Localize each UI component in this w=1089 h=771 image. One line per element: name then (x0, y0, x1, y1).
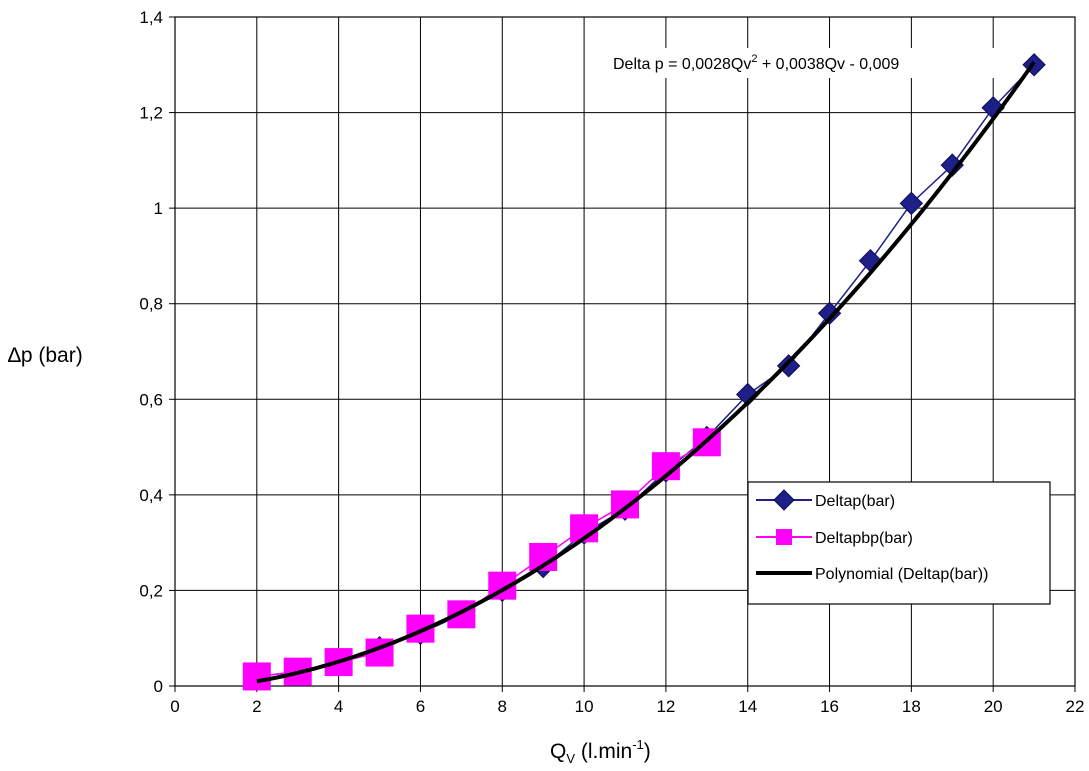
y-tick-label: 0,2 (139, 581, 163, 600)
x-tick-label: 8 (498, 697, 507, 716)
legend-marker-diamond (773, 489, 795, 511)
x-tick-label: 0 (170, 697, 179, 716)
y-axis-title: ∆p (bar) (8, 344, 83, 367)
data-point-deltap (899, 191, 924, 216)
grid (175, 17, 1075, 686)
equation-part2: + 0,0038Qv - 0,009 (757, 56, 899, 73)
series-deltapbp (242, 428, 721, 691)
data-point-deltapbp (242, 662, 271, 691)
x-axis-title-main: Q (550, 740, 566, 763)
x-axis-title-sub: V (566, 751, 575, 766)
legend-label-polynomial: Polynomial (Deltap(bar)) (815, 566, 988, 583)
legend-item-deltap: Deltap(bar) (756, 489, 895, 511)
series-layer (242, 53, 1046, 691)
legend-item-polynomial: Polynomial (Deltap(bar)) (756, 566, 988, 583)
x-tick-label: 18 (902, 697, 921, 716)
series-line-deltapbp (256, 441, 708, 678)
tick-marks (169, 16, 1076, 692)
x-axis-title: QV (l.min-1) (550, 737, 651, 766)
equation-box (608, 48, 1008, 78)
legend-item-deltapbp: Deltapbp(bar) (756, 529, 913, 547)
x-tick-label: 10 (575, 697, 594, 716)
y-tick-label: 1,4 (139, 8, 163, 27)
data-point-deltap (776, 354, 801, 378)
x-axis-title-rest: (l.min (575, 740, 632, 763)
legend-box (747, 481, 1051, 605)
x-tick-label: 20 (984, 697, 1003, 716)
legend-label-deltapbp: Deltapbp(bar) (815, 530, 913, 547)
legend: Deltap(bar) Deltapbp(bar) Polynomial (De… (747, 481, 1051, 605)
equation-sup: 2 (751, 53, 757, 65)
y-tick-label: 0 (154, 677, 163, 696)
legend-label-deltap: Deltap(bar) (815, 493, 895, 510)
x-tick-label: 4 (334, 697, 343, 716)
data-point-deltapbp (447, 600, 476, 629)
x-tick-label: 2 (252, 697, 261, 716)
x-tick-label: 6 (416, 697, 425, 716)
x-tick-label: 16 (820, 697, 839, 716)
x-tick-label: 12 (656, 697, 675, 716)
x-axis-title-sup: -1 (632, 737, 644, 752)
y-tick-labels: 0 0,2 0,4 0,6 0,8 1 1,2 1,4 (139, 8, 163, 696)
equation-part1: Delta p = 0,0028Qv (613, 56, 751, 73)
x-tick-labels: 0 2 4 6 8 10 12 14 16 18 20 22 (170, 697, 1084, 716)
trendline-equation: Delta p = 0,0028Qv2 + 0,0038Qv - 0,009 (613, 53, 899, 73)
y-tick-label: 1,2 (139, 104, 163, 123)
trendline-polynomial (256, 60, 1036, 684)
y-tick-label: 0,6 (139, 390, 163, 409)
y-tick-label: 0,4 (139, 486, 163, 505)
y-tick-label: 1 (154, 199, 163, 218)
x-tick-label: 14 (738, 697, 757, 716)
data-point-deltap (858, 249, 883, 273)
legend-marker-square (776, 529, 792, 545)
plot-area (174, 16, 1076, 687)
y-tick-label: 0,8 (139, 295, 163, 314)
x-tick-label: 22 (1066, 697, 1085, 716)
x-axis-title-end: ) (644, 740, 651, 763)
